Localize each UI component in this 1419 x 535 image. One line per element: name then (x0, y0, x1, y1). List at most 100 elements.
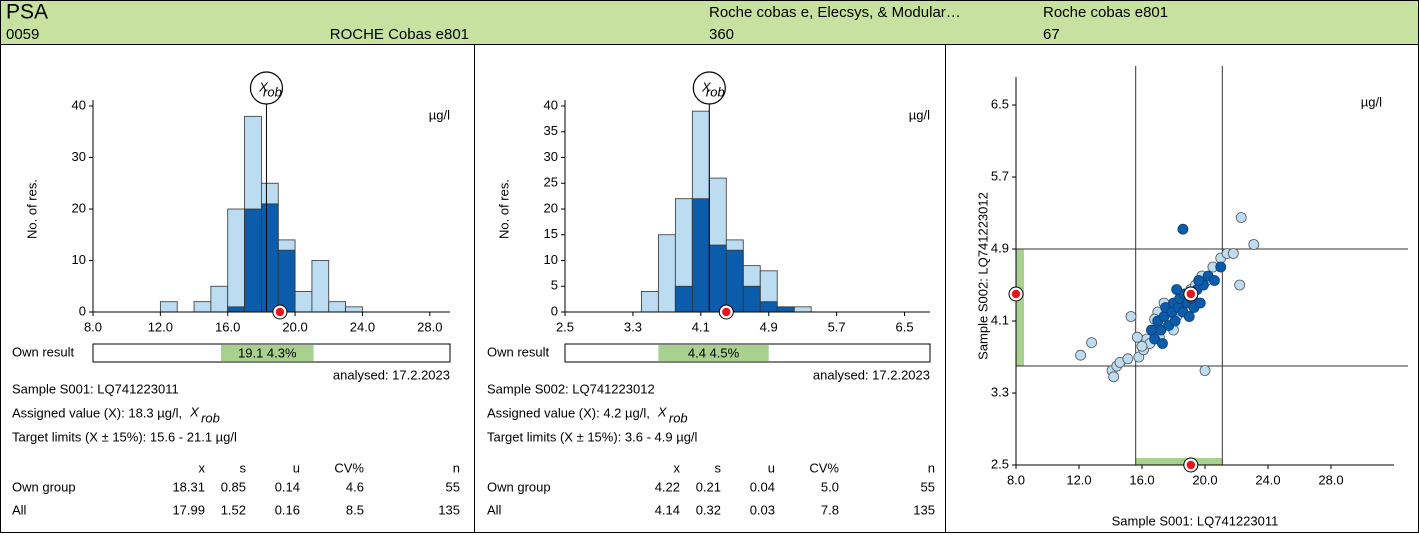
table-cell: 0.04 (750, 479, 775, 494)
own-result-dot (1186, 289, 1196, 299)
histogram-bar (328, 301, 346, 313)
instrument-code: ROCHE Cobas e801 (330, 26, 469, 43)
assigned-marker (692, 71, 726, 105)
own-result-text: 4.4 4.5% (688, 345, 740, 360)
y-tick-label: 15 (544, 226, 558, 241)
target-band-x (1135, 458, 1223, 465)
y-tick-label: 0 (551, 303, 558, 318)
table-cell: 55 (921, 479, 935, 494)
x-tick-label: 5.7 (828, 319, 846, 334)
unit-label: µg/l (429, 107, 450, 122)
table-cell: 0.21 (696, 479, 721, 494)
y-tick-label: 40 (544, 97, 558, 112)
histogram-bar (640, 290, 659, 313)
instrument: Roche cobas e801 (1043, 4, 1168, 21)
table-cell: 8.5 (346, 502, 364, 517)
scatter-point (1215, 261, 1227, 273)
assigned-symbol-sub: rob (201, 410, 220, 425)
x-tick-label: 24.0 (1255, 472, 1280, 487)
table-header: u (293, 460, 300, 475)
table-header: x (199, 460, 206, 475)
table-cell: 0.14 (275, 479, 300, 494)
unit-label: µg/l (909, 107, 930, 122)
scatter-point (1086, 337, 1097, 349)
x-tick-label: 12.0 (1066, 472, 1091, 487)
x-tick-label: 20.0 (1192, 472, 1217, 487)
histogram-bar (345, 306, 363, 313)
unit-label: µg/l (1361, 94, 1382, 109)
y-tick-label: 20 (544, 200, 558, 215)
y-tick-label: 5.7 (991, 168, 1009, 183)
x-tick-label: 16.0 (215, 319, 240, 334)
x-tick-label: 4.9 (760, 319, 778, 334)
assigned-marker (249, 71, 284, 105)
y-axis-label: No. of res. (496, 179, 511, 239)
sample: Sample S002: LQ741223012 (487, 381, 655, 396)
x-tick-label: 12.0 (148, 319, 173, 334)
x-tick-label: 24.0 (350, 319, 375, 334)
y-tick-label: 35 (544, 123, 558, 138)
y-tick-label: 5 (551, 278, 558, 293)
marker-sub: rob (263, 84, 282, 99)
histogram-bar (725, 249, 744, 313)
histogram-bar (227, 306, 245, 313)
scatter-point (1248, 239, 1260, 250)
x-tick-label: 6.5 (895, 319, 913, 334)
x-tick-label: 20.0 (282, 319, 307, 334)
header-band (0, 0, 1419, 45)
marker-sub: rob (706, 84, 725, 99)
scatter-point (1183, 311, 1195, 322)
table-cell: All (12, 502, 27, 517)
target-band-y (1016, 249, 1024, 366)
table-cell: 135 (438, 502, 460, 517)
table-cell: 135 (913, 502, 935, 517)
y-axis-label: No. of res. (24, 179, 39, 239)
table-cell: 1.52 (221, 502, 246, 517)
scatter-point (1075, 349, 1086, 361)
scatter-point (1108, 371, 1120, 383)
y-tick-label: 10 (544, 252, 558, 267)
table-cell: 0.03 (750, 502, 775, 517)
table-cell: Own group (487, 479, 551, 494)
x-tick-label: 4.1 (692, 319, 710, 334)
table-header: CV% (334, 460, 364, 475)
table-cell: 55 (446, 479, 460, 494)
table-cell: 0.32 (696, 502, 721, 517)
y-tick-label: 6.5 (991, 96, 1009, 111)
marker-label: X (258, 79, 269, 94)
y-tick-label: 30 (544, 149, 558, 164)
x-tick-label: 2.5 (556, 319, 574, 334)
own-result-caption: Own result (12, 344, 75, 359)
scatter-point (1157, 338, 1168, 349)
table-cell: 5.0 (821, 479, 839, 494)
table-cell: 7.8 (821, 502, 839, 517)
table-header: x (674, 460, 681, 475)
histogram-bar (708, 244, 727, 313)
table-cell: 0.16 (275, 502, 300, 517)
scatter-point (1169, 315, 1181, 327)
assigned-symbol: X (189, 404, 200, 419)
sample: Sample S001: LQ741223011 (12, 381, 179, 396)
own-result-text: 19.1 4.3% (238, 345, 297, 360)
analysed: analysed: 17.2.2023 (813, 367, 930, 382)
scatter-point (1177, 223, 1189, 235)
x-tick-label: 16.0 (1129, 472, 1154, 487)
histogram-bar (759, 301, 778, 313)
table-header: s (715, 460, 722, 475)
own-result-caption: Own result (487, 344, 550, 359)
scatter-point (1194, 297, 1206, 309)
code: 0059 (6, 26, 39, 43)
scatter-point (1234, 279, 1246, 291)
assigned: Assigned value (X): 18.3 µg/l, (12, 405, 182, 420)
target-band (658, 345, 769, 361)
histogram-bar (691, 198, 710, 313)
table-header: n (928, 460, 935, 475)
y-tick-label: 4.9 (991, 240, 1009, 255)
table-cell: Own group (12, 479, 76, 494)
y-tick-label: 25 (544, 175, 558, 190)
x-tick-label: 8.0 (1007, 472, 1025, 487)
table-header: u (768, 460, 775, 475)
n-instrument: 67 (1043, 26, 1060, 43)
x-tick-label: 28.0 (1318, 472, 1343, 487)
histogram-bar (776, 306, 795, 313)
